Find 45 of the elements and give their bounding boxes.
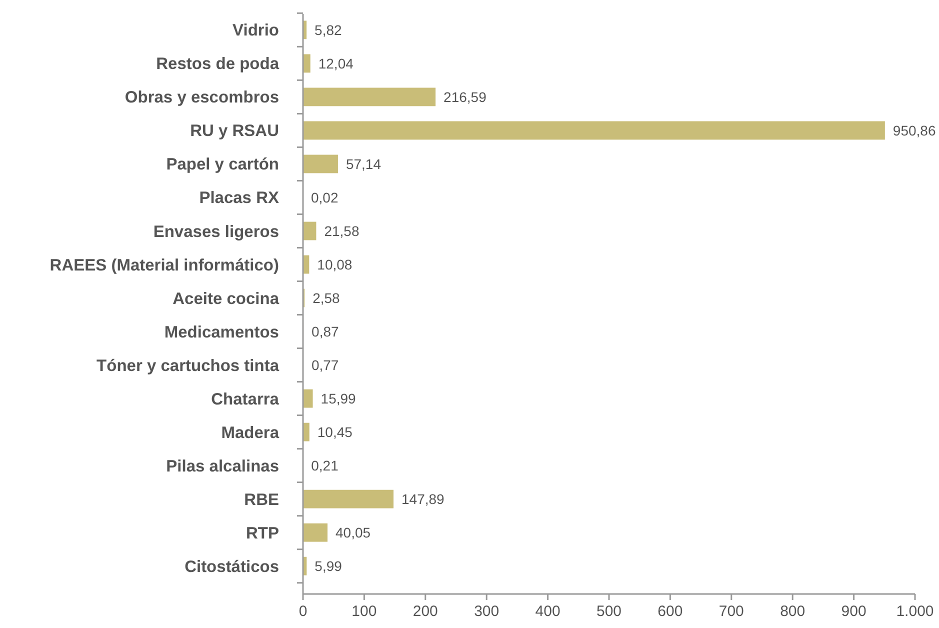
data-label: 10,08: [317, 256, 352, 272]
data-label: 12,04: [318, 55, 354, 72]
y-tick-label: RAEES (Material informático): [50, 256, 279, 274]
data-label: 40,05: [336, 524, 371, 540]
data-label: 10,45: [317, 424, 353, 440]
y-tick-label: Obras y escombros: [124, 88, 279, 107]
x-tick-label: 400: [535, 603, 560, 620]
y-tick-label: Medicamentos: [164, 323, 279, 342]
data-label: 216,59: [444, 88, 487, 105]
data-label: 15,99: [320, 390, 356, 406]
x-tick-label: 0: [298, 603, 308, 620]
x-tick-label: 100: [352, 603, 377, 620]
x-tick-label: 1.000: [896, 603, 934, 620]
data-label: 950,86: [892, 122, 936, 138]
y-tick-label: Papel y cartón: [166, 156, 279, 174]
x-tick-label: 800: [780, 603, 806, 620]
y-tick-label: Restos de poda: [156, 55, 280, 74]
data-label: 0,77: [311, 356, 339, 373]
y-tick-label: RTP: [246, 524, 279, 542]
data-label: 0,02: [311, 189, 338, 206]
x-tick-label: 300: [474, 603, 500, 620]
data-label: 147,89: [402, 490, 445, 507]
x-tick-label: 900: [841, 603, 866, 620]
x-tick-label: 700: [718, 603, 744, 620]
y-tick-label: RU y RSAU: [190, 122, 279, 140]
data-label: 5,99: [314, 558, 342, 574]
y-tick-label: Envases ligeros: [153, 222, 279, 241]
y-tick-label: Chatarra: [211, 390, 280, 408]
data-label: 21,58: [324, 222, 360, 239]
y-tick-label: Pilas alcalinas: [166, 457, 279, 476]
y-tick-label: Aceite cocina: [172, 290, 280, 308]
y-tick-label: Madera: [221, 424, 280, 442]
data-label: 57,14: [346, 156, 382, 172]
data-label: 2,58: [312, 290, 340, 306]
y-tick-label: Vidrio: [232, 22, 279, 40]
x-tick-label: 500: [596, 603, 622, 620]
y-tick-label: Tóner y cartuchos tinta: [96, 356, 280, 375]
y-tick-label: Placas RX: [199, 189, 279, 208]
data-label: 0,87: [312, 323, 339, 340]
x-tick-label: 600: [658, 603, 683, 620]
data-label: 0,21: [311, 457, 339, 474]
y-tick-label: Citostáticos: [184, 558, 279, 576]
y-tick-label: RBE: [244, 490, 279, 509]
x-tick-label: 200: [412, 603, 438, 620]
data-label: 5,82: [314, 22, 342, 38]
